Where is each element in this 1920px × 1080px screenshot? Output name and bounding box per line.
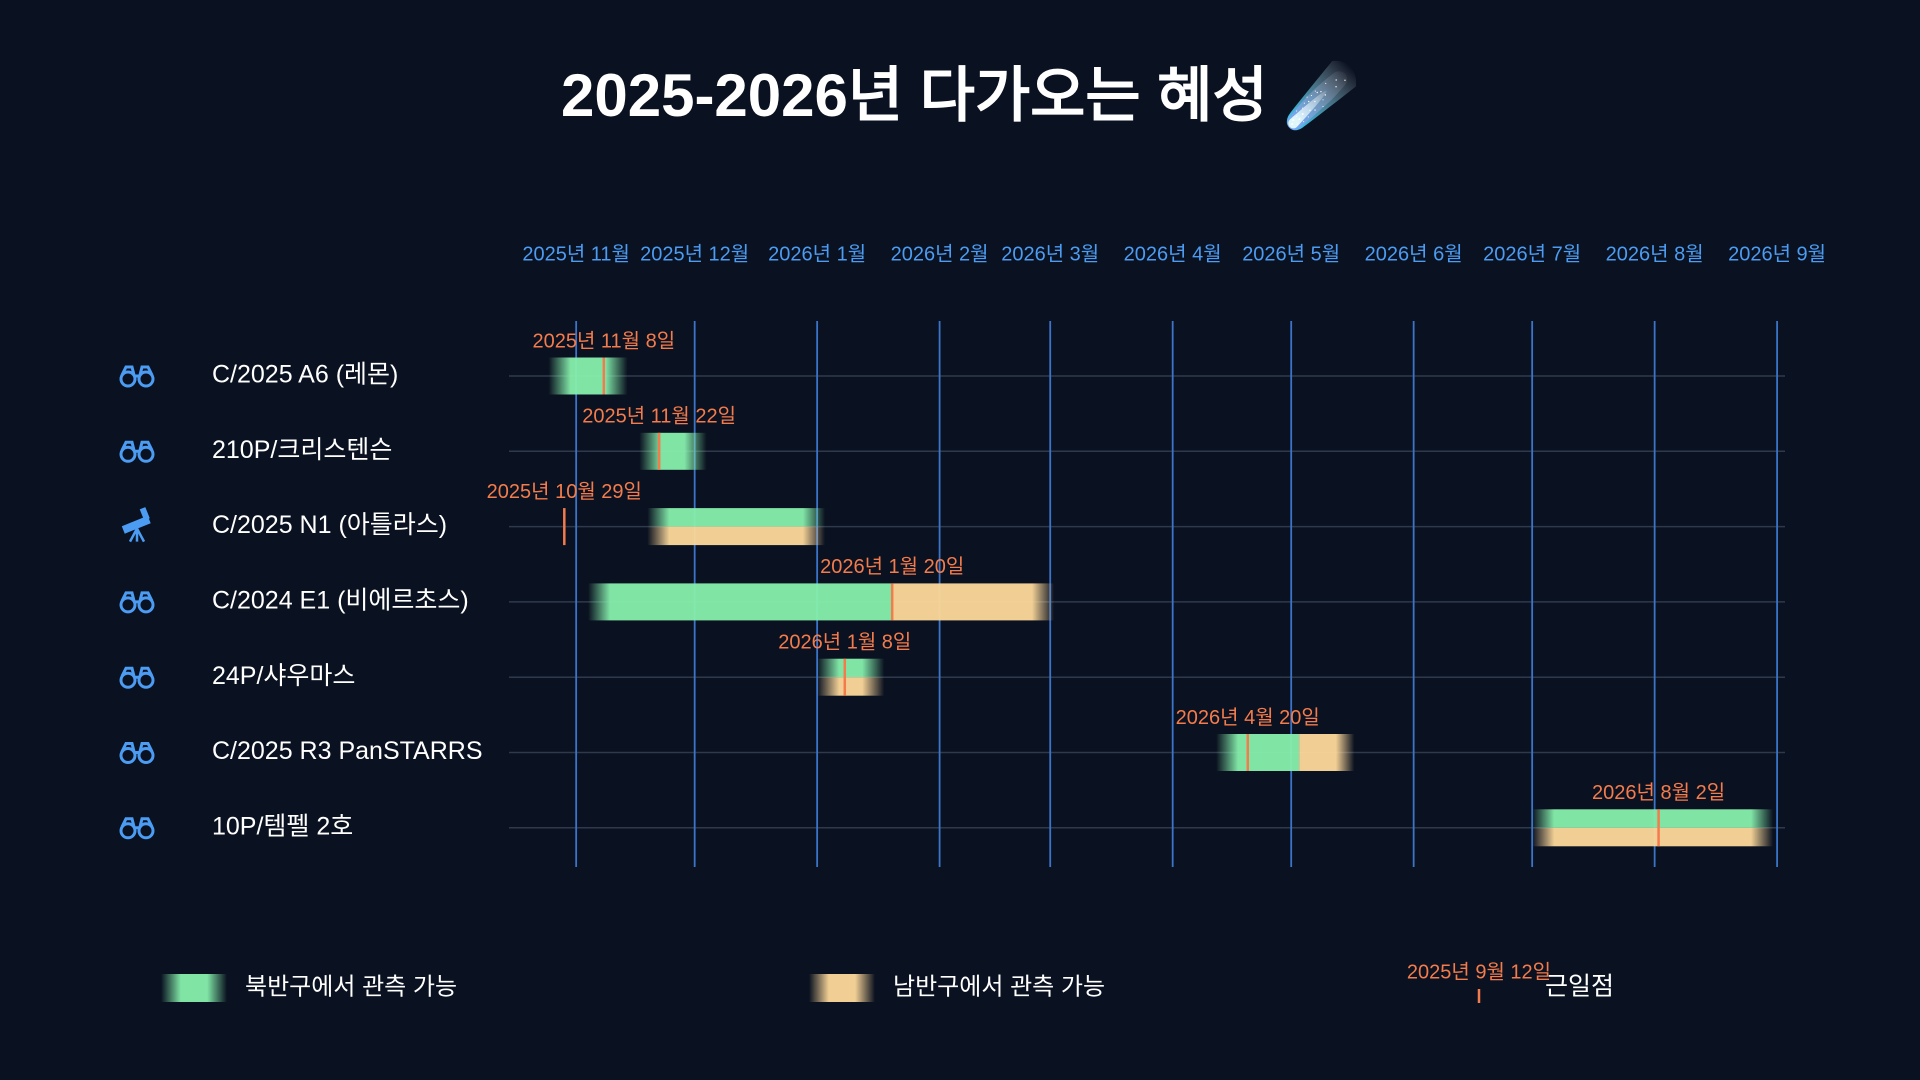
telescope-icon — [121, 507, 151, 543]
visibility-bar — [892, 583, 1055, 621]
x-tick-label: 2026년 4월 — [1124, 242, 1222, 265]
binoculars-icon — [119, 591, 155, 614]
legend-label: 남반구에서 관측 가능 — [893, 973, 1105, 1000]
perihelion-label: 2026년 1월 8일 — [778, 630, 911, 653]
comet-name: C/2024 E1 (비에르초스) — [212, 587, 469, 615]
x-tick-label: 2026년 8월 — [1606, 242, 1704, 265]
binoculars-icon — [119, 817, 155, 840]
legend-perihelion-example: 2025년 9월 12일 — [1407, 960, 1551, 983]
comet-name: 210P/크리스텐슨 — [212, 436, 392, 464]
binoculars-icon — [119, 742, 155, 764]
perihelion-label: 2026년 8월 2일 — [1592, 781, 1725, 804]
x-tick-label: 2025년 11월 — [522, 242, 630, 265]
legend-label: 북반구에서 관측 가능 — [245, 973, 457, 1000]
visibility-bar — [647, 508, 826, 527]
comet-name: C/2025 R3 PanSTARRS — [212, 737, 483, 765]
perihelion-label: 2025년 11월 22일 — [582, 405, 736, 428]
visibility-bar — [817, 677, 885, 696]
x-tick-label: 2026년 9월 — [1728, 242, 1826, 265]
x-tick-label: 2026년 1월 — [768, 242, 866, 265]
x-tick-label: 2026년 7월 — [1483, 242, 1581, 265]
perihelion-label: 2026년 4월 20일 — [1176, 706, 1320, 729]
legend-swatch — [161, 974, 227, 1002]
x-tick-label: 2026년 3월 — [1001, 242, 1099, 265]
perihelion-label: 2025년 11월 8일 — [532, 329, 675, 352]
x-tick-label: 2026년 2월 — [891, 242, 989, 265]
x-tick-label: 2026년 5월 — [1242, 242, 1340, 265]
visibility-bar — [1299, 734, 1355, 771]
x-tick-label: 2026년 6월 — [1365, 242, 1463, 265]
binoculars-icon — [119, 666, 155, 689]
legend-label: 근일점 — [1545, 973, 1614, 1001]
comet-name: 10P/템펠 2호 — [212, 812, 353, 840]
binoculars-icon — [119, 440, 155, 463]
comet-name: C/2025 N1 (아틀라스) — [212, 511, 447, 539]
perihelion-label: 2025년 10월 29일 — [487, 480, 642, 503]
visibility-bar — [639, 432, 707, 470]
visibility-bar — [1532, 827, 1774, 847]
visibility-bar — [817, 658, 885, 678]
binoculars-icon — [119, 365, 155, 388]
chart-title: 2025-2026년 다가오는 혜성 ☄️ — [561, 57, 1359, 133]
comet-name: 24P/샤우마스 — [212, 662, 355, 690]
visibility-bar — [647, 526, 826, 546]
visibility-bar — [1532, 809, 1774, 828]
legend-swatch — [809, 974, 875, 1002]
visibility-bar — [548, 357, 628, 395]
visibility-bar — [588, 583, 893, 621]
visibility-bar — [1216, 734, 1300, 771]
x-tick-label: 2025년 12월 — [640, 242, 749, 265]
comet-name: C/2025 A6 (레몬) — [212, 361, 398, 389]
perihelion-label: 2026년 1월 20일 — [820, 555, 964, 578]
